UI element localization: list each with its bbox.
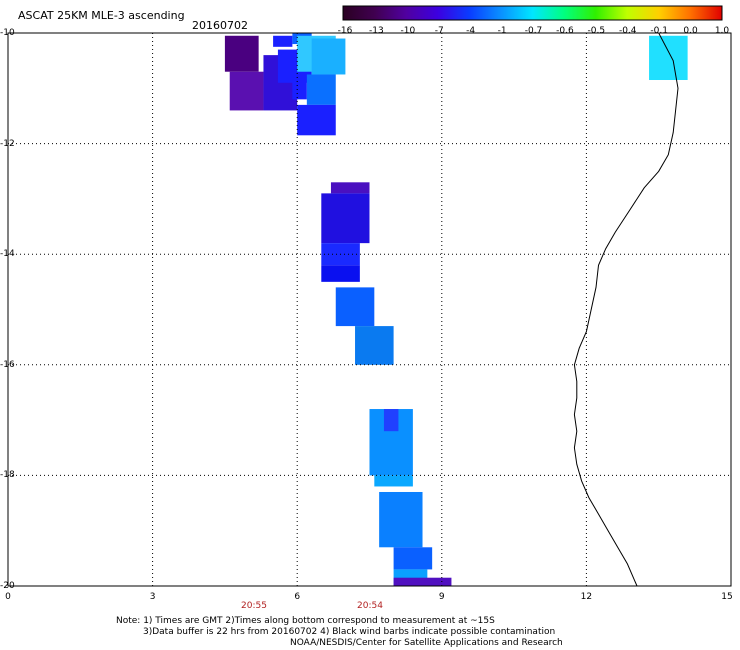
x-tick-label: 6 <box>294 592 301 602</box>
colorbar-tick-label: 1.0 <box>714 26 730 36</box>
swath-cell <box>321 265 360 282</box>
swath-cell <box>229 71 264 111</box>
x-tick-label: 3 <box>149 592 156 602</box>
y-tick-label: -10 <box>0 28 15 38</box>
coastline <box>573 32 679 587</box>
wind-swath-cells <box>224 33 688 586</box>
colorbar-tick-label: -4 <box>466 26 476 36</box>
colorbar-tick-label: -0.6 <box>556 26 574 36</box>
y-tick-label: -16 <box>0 359 15 370</box>
swath-cell <box>374 475 413 487</box>
note-line-2: 3)Data buffer is 22 hrs from 20160702 4)… <box>143 627 556 637</box>
colorbar-tick-label: -0.4 <box>618 26 637 36</box>
swath-cell <box>330 182 370 194</box>
grid-lines <box>8 33 731 586</box>
colorbar-tick-label: -13 <box>369 26 384 36</box>
x-tick-label: 9 <box>438 592 445 602</box>
swath-cell <box>335 287 375 327</box>
swath-cell <box>297 104 336 136</box>
swath-cell <box>379 491 423 548</box>
colorbar-gradient <box>342 5 723 21</box>
swath-cell <box>306 74 336 105</box>
swath-cell <box>311 38 346 75</box>
time-label-1: 20:55 <box>241 601 267 611</box>
note-line-1: Note: 1) Times are GMT 2)Times along bot… <box>116 616 495 626</box>
chart-date: 20160702 <box>192 19 248 32</box>
colorbar-tick-label: -0.5 <box>587 26 606 36</box>
colorbar <box>342 5 723 21</box>
chart-title: ASCAT 25KM MLE-3 ascending <box>18 9 185 22</box>
swath-cell <box>393 577 452 586</box>
x-tick-label: 0 <box>5 592 11 602</box>
colorbar-tick-label: 0.0 <box>683 26 698 36</box>
colorbar-tick-label: -16 <box>337 26 353 36</box>
swath-cell <box>292 77 307 100</box>
y-tick-label: -12 <box>0 138 15 149</box>
swath-cell <box>273 35 293 47</box>
x-tick-label: 15 <box>721 592 733 602</box>
swath-cell <box>321 193 370 244</box>
y-tick-label: -20 <box>0 581 15 591</box>
y-tick-label: -18 <box>0 470 15 481</box>
colorbar-tick-label: -0.1 <box>650 26 668 36</box>
plot-frame <box>7 32 732 587</box>
swath-cell <box>355 326 394 365</box>
colorbar-tick-label: -0.7 <box>524 26 543 36</box>
colorbar-tick-label: -10 <box>400 26 416 36</box>
colorbar-tick-label: -1 <box>497 26 507 36</box>
note-line-3: NOAA/NESDIS/Center for Satellite Applica… <box>290 638 563 648</box>
y-tick-label: -14 <box>0 249 15 260</box>
colorbar-tick-label: -7 <box>434 26 444 36</box>
swath-cell <box>224 35 259 72</box>
swath-cell <box>649 35 688 81</box>
swath-cell <box>393 547 433 570</box>
swath-cell <box>383 409 399 432</box>
x-tick-label: 12 <box>580 592 593 602</box>
time-label-2: 20:54 <box>357 601 383 611</box>
